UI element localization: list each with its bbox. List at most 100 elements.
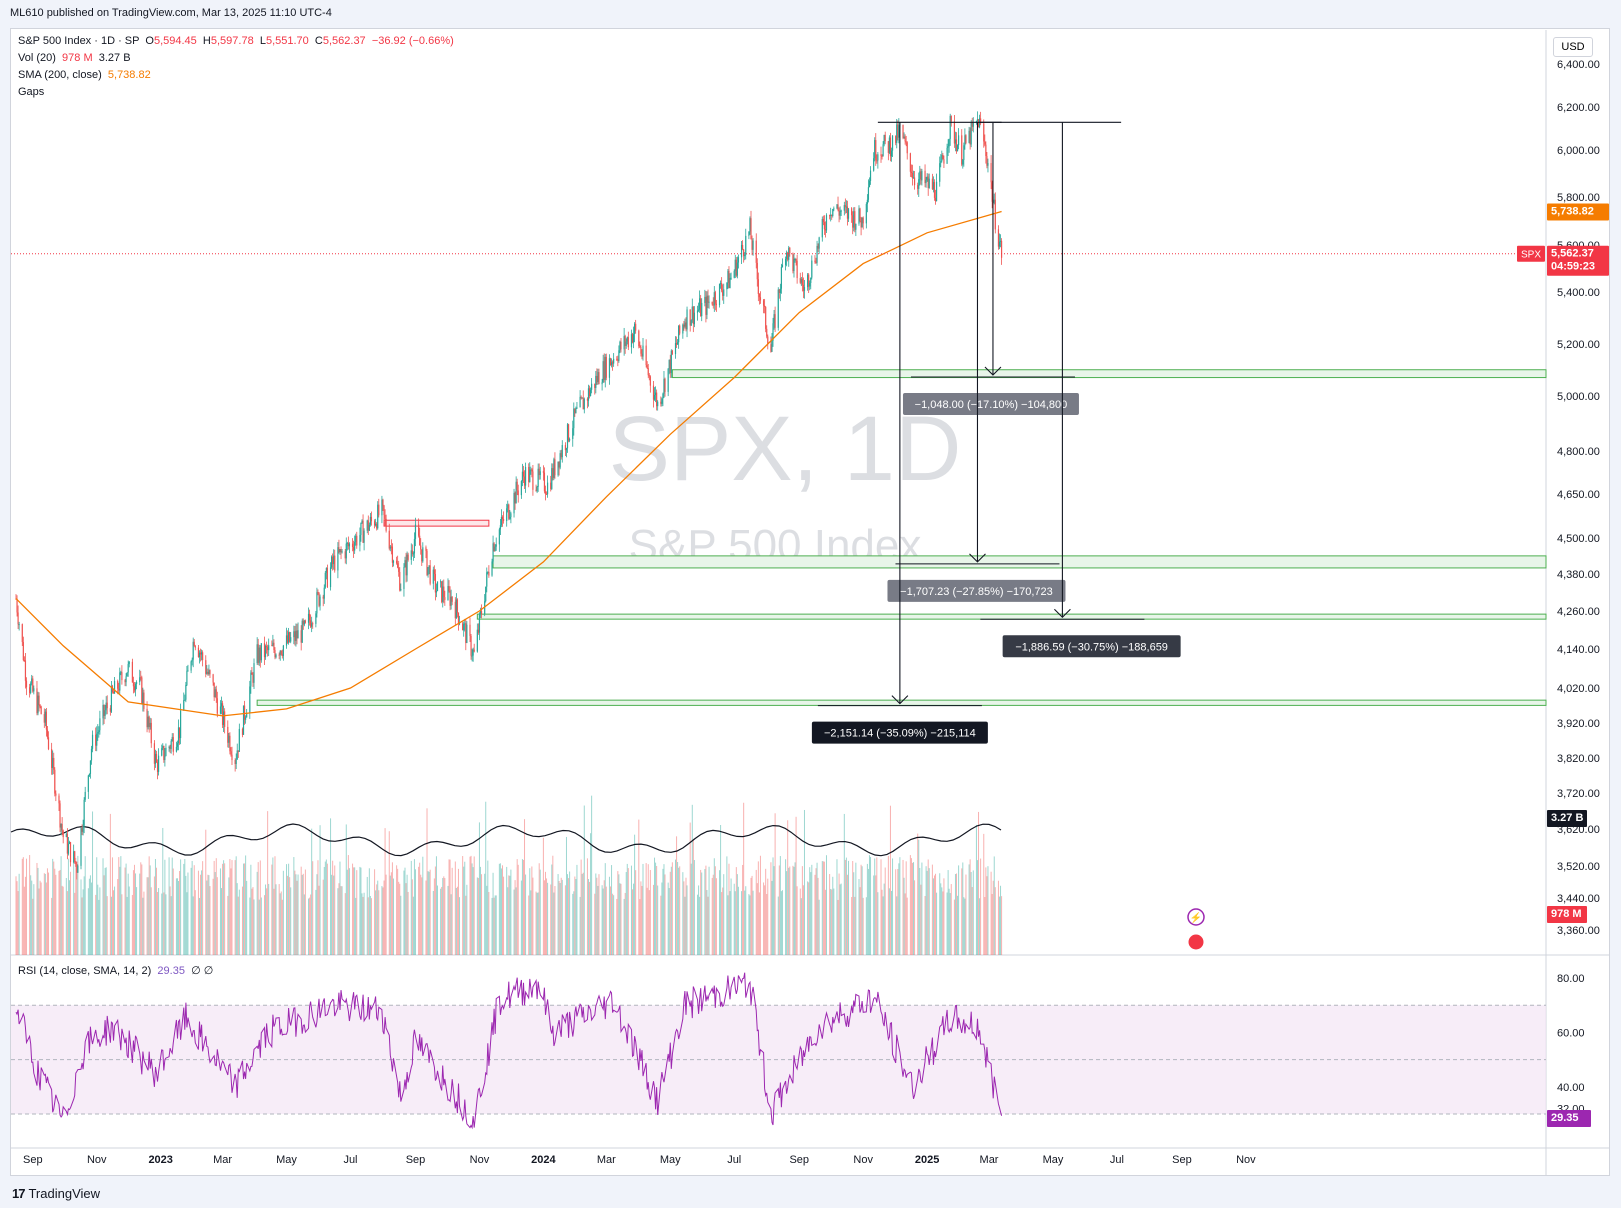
legend-gaps[interactable]: Gaps — [18, 86, 45, 98]
candle-body — [594, 383, 596, 388]
candle-body — [773, 314, 775, 324]
legend-rsi[interactable]: RSI (14, close, SMA, 14, 2) 29.35 ∅ ∅ — [18, 964, 213, 977]
volume-bar — [29, 855, 31, 955]
candle-body — [965, 135, 967, 143]
candle-body — [514, 492, 516, 504]
price-tick-label: 3,820.00 — [1557, 753, 1600, 765]
volume-bar — [236, 883, 238, 955]
volume-bar — [432, 890, 434, 955]
candle-body — [876, 160, 878, 162]
currency-button[interactable]: USD — [1553, 37, 1593, 57]
volume-bar — [721, 892, 723, 955]
candle-body — [128, 661, 130, 665]
volume-bar — [581, 873, 583, 955]
volume-bar — [32, 898, 34, 955]
candle-body — [551, 468, 553, 489]
volume-bar — [639, 899, 641, 955]
volume-bar — [866, 863, 868, 955]
candle-body — [471, 655, 473, 657]
volume-bar — [340, 886, 342, 955]
volume-bar — [403, 870, 405, 955]
candle-body — [163, 745, 165, 761]
candle-body — [889, 137, 892, 157]
candle-body — [169, 746, 171, 749]
candle-body — [89, 760, 92, 774]
volume-bar — [142, 897, 144, 955]
volume-bar — [118, 857, 120, 955]
volume-bar — [704, 869, 706, 955]
legend-volume[interactable]: Vol (20) 978 M 3.27 B — [18, 52, 131, 64]
legend-low: 5,551.70 — [265, 35, 309, 47]
candle-body — [278, 654, 280, 656]
volume-bar — [742, 864, 744, 955]
candle-body — [946, 147, 948, 164]
volume-bar — [419, 862, 421, 955]
volume-bar — [844, 859, 846, 955]
volume-bar — [17, 891, 19, 955]
volume-bar — [583, 805, 585, 955]
volume-bar — [638, 819, 640, 955]
volume-bar — [809, 867, 811, 955]
volume-bar — [635, 870, 637, 955]
time-tick-label: 2023 — [148, 1154, 172, 1166]
volume-bar — [770, 862, 772, 955]
candle-body — [601, 382, 603, 385]
measure-arrow — [1054, 608, 1071, 619]
candle-body — [251, 672, 253, 675]
volume-bar — [209, 886, 211, 955]
candle-body — [656, 392, 658, 407]
volume-bar — [15, 876, 17, 955]
candle-body — [821, 218, 823, 238]
volume-bar — [184, 859, 186, 955]
volume-bar — [404, 867, 406, 955]
candle-body — [839, 211, 841, 216]
volume-bar — [389, 875, 391, 955]
candle-body — [65, 833, 67, 838]
volume-bar — [777, 896, 779, 955]
candle-body — [912, 177, 915, 179]
candle-body — [302, 620, 304, 625]
candle-body — [362, 520, 364, 543]
candle-body — [403, 567, 405, 589]
volume-bar — [667, 882, 669, 955]
candle-body — [99, 718, 101, 731]
volume-bar — [800, 898, 802, 955]
rsi-tick-label: 80.00 — [1557, 973, 1585, 985]
candle-body — [574, 408, 576, 414]
volume-bar — [824, 889, 826, 955]
volume-bar — [250, 864, 252, 955]
volume-bar — [388, 831, 390, 955]
volume-bar — [677, 862, 679, 955]
volume-bar — [165, 894, 167, 955]
volume-bar — [683, 881, 685, 955]
candle-body — [80, 828, 82, 866]
spx-symbol-tag: SPX — [1521, 250, 1541, 261]
legend-sma[interactable]: SMA (200, close) 5,738.82 — [18, 69, 151, 81]
candle-body — [833, 208, 835, 210]
rsi-value-tag-text: 29.35 — [1551, 1112, 1579, 1124]
candle-body — [572, 428, 574, 439]
candle-body — [495, 544, 497, 547]
volume-bar — [749, 895, 751, 955]
price-tick-label: 4,500.00 — [1557, 533, 1600, 545]
candle-body — [993, 199, 995, 203]
candle-body — [771, 340, 773, 352]
candle-body — [73, 851, 75, 863]
volume-bar — [398, 881, 400, 955]
volume-bar — [37, 867, 39, 955]
volume-bar — [729, 891, 731, 955]
volume-bar — [324, 861, 326, 955]
candle-body — [875, 140, 877, 161]
candle-body — [896, 124, 898, 143]
tradingview-logo[interactable]: 17 TradingView — [12, 1186, 100, 1201]
chart-frame[interactable] — [10, 28, 1610, 1176]
candle-body — [733, 270, 735, 278]
candle-body — [45, 711, 48, 730]
legend-symbol[interactable]: S&P 500 Index · 1D · SP — [18, 35, 140, 47]
legend-h-label: H — [202, 35, 211, 47]
candle-body — [46, 729, 49, 738]
candle-body — [382, 499, 384, 506]
volume-bar — [507, 887, 509, 955]
volume-bar — [44, 873, 46, 955]
